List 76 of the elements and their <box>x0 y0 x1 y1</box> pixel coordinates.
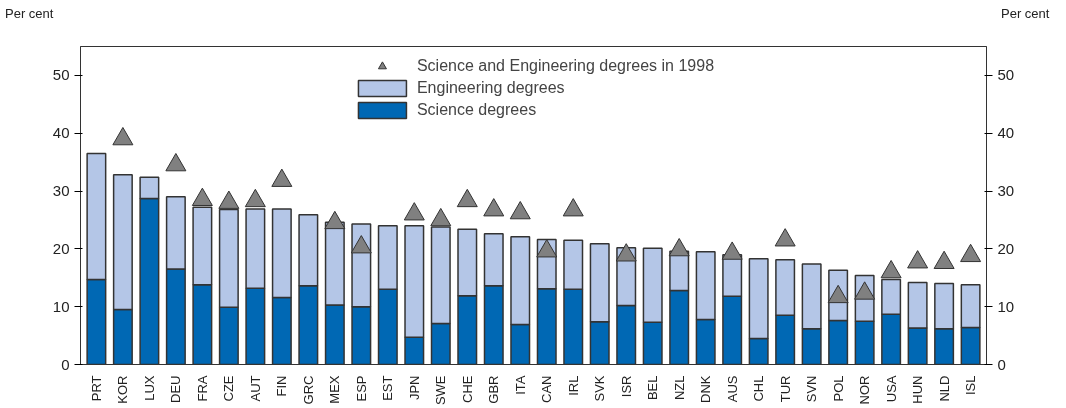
x-tick-label: ITA <box>512 375 528 395</box>
x-tick-label: TUR <box>777 375 793 403</box>
y-tick-label: 50 <box>52 66 70 84</box>
legend-label: Science and Engineering degrees in 1998 <box>416 57 715 75</box>
y2-tick-label: 0 <box>997 355 1006 373</box>
x-tick-label: DEU <box>168 375 184 403</box>
y2-tick-label: 30 <box>997 182 1015 200</box>
point <box>774 228 796 247</box>
x-tick-label: DNK <box>698 375 714 403</box>
y2-tick-label: 40 <box>997 124 1015 142</box>
point <box>271 168 293 187</box>
x-tick-label: FIN <box>274 375 290 397</box>
y-axis-title: Per cent <box>5 5 54 23</box>
x-tick-label: CZE <box>221 375 237 402</box>
y2-tick-label: 20 <box>997 239 1015 257</box>
point <box>350 235 372 254</box>
y2-tick-label: 10 <box>997 297 1015 315</box>
x-tick-label: HUN <box>910 375 926 404</box>
legend-label: Engineering degrees <box>416 79 565 97</box>
y2-axis-title: Per cent <box>1001 5 1050 23</box>
x-tick-label: CAN <box>539 375 555 403</box>
x-tick-label: AUT <box>247 375 263 402</box>
point <box>244 188 266 208</box>
x-tick-label: JPN <box>406 375 422 401</box>
point <box>562 198 584 217</box>
point <box>536 239 558 258</box>
point <box>456 188 478 208</box>
x-tick-label: SVN <box>804 375 820 403</box>
point <box>960 243 982 263</box>
point <box>403 202 425 221</box>
x-tick-label: ESP <box>353 375 369 402</box>
point <box>854 281 876 300</box>
y-tick-label: 40 <box>52 124 70 142</box>
point <box>827 284 849 304</box>
point <box>615 243 637 262</box>
x-tick-label: ISR <box>618 375 634 398</box>
point <box>721 241 743 260</box>
y-tick-label: 0 <box>61 355 70 373</box>
point <box>165 152 187 172</box>
point <box>907 250 929 269</box>
x-tick-label: EST <box>380 375 396 401</box>
x-tick-label: SWE <box>433 375 449 406</box>
point <box>191 187 213 206</box>
x-tick-label: MEX <box>327 375 343 404</box>
x-tick-label: IRL <box>565 375 581 396</box>
x-tick-label: NOR <box>857 375 873 405</box>
point <box>509 200 531 220</box>
point <box>668 237 690 257</box>
point <box>112 126 134 146</box>
y2-tick-label: 50 <box>997 66 1015 84</box>
y-tick-label: 20 <box>52 239 70 257</box>
x-tick-label: CHE <box>459 375 475 403</box>
x-tick-label: KOR <box>115 375 131 404</box>
x-tick-label: ISL <box>963 375 979 396</box>
point <box>324 210 346 230</box>
x-tick-label: BEL <box>645 375 661 401</box>
x-tick-label: NZL <box>671 375 687 401</box>
x-tick-label: AUS <box>724 375 740 403</box>
legend-label: Science degrees <box>416 101 537 119</box>
x-tick-label: SVK <box>592 375 608 402</box>
y-tick-label: 30 <box>52 182 70 200</box>
point <box>218 190 240 209</box>
x-tick-label: POL <box>830 375 846 402</box>
x-tick-label: CHL <box>751 375 767 402</box>
x-tick-label: USA <box>883 375 899 403</box>
x-tick-label: NLD <box>936 375 952 402</box>
point <box>483 198 505 217</box>
y-tick-label: 10 <box>52 297 70 315</box>
x-tick-label: LUX <box>141 375 157 401</box>
x-tick-label: GBR <box>486 375 502 404</box>
x-tick-label: FRA <box>194 375 210 402</box>
x-tick-label: PRT <box>88 375 104 402</box>
x-tick-label: GRC <box>300 375 316 405</box>
point <box>880 259 902 279</box>
point <box>933 250 955 270</box>
point <box>430 207 452 227</box>
